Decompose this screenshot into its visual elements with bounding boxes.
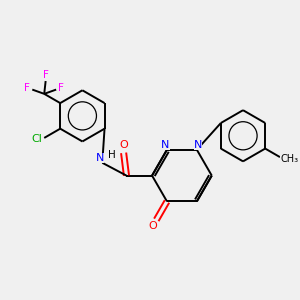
Text: N: N (96, 153, 104, 163)
Text: F: F (24, 83, 30, 93)
Text: F: F (43, 70, 49, 80)
Text: N: N (161, 140, 170, 150)
Text: Cl: Cl (32, 134, 42, 144)
Text: H: H (107, 150, 115, 160)
Text: O: O (119, 140, 128, 150)
Text: O: O (148, 221, 157, 231)
Text: CH₃: CH₃ (280, 154, 298, 164)
Text: F: F (58, 83, 64, 93)
Text: N: N (194, 140, 202, 150)
